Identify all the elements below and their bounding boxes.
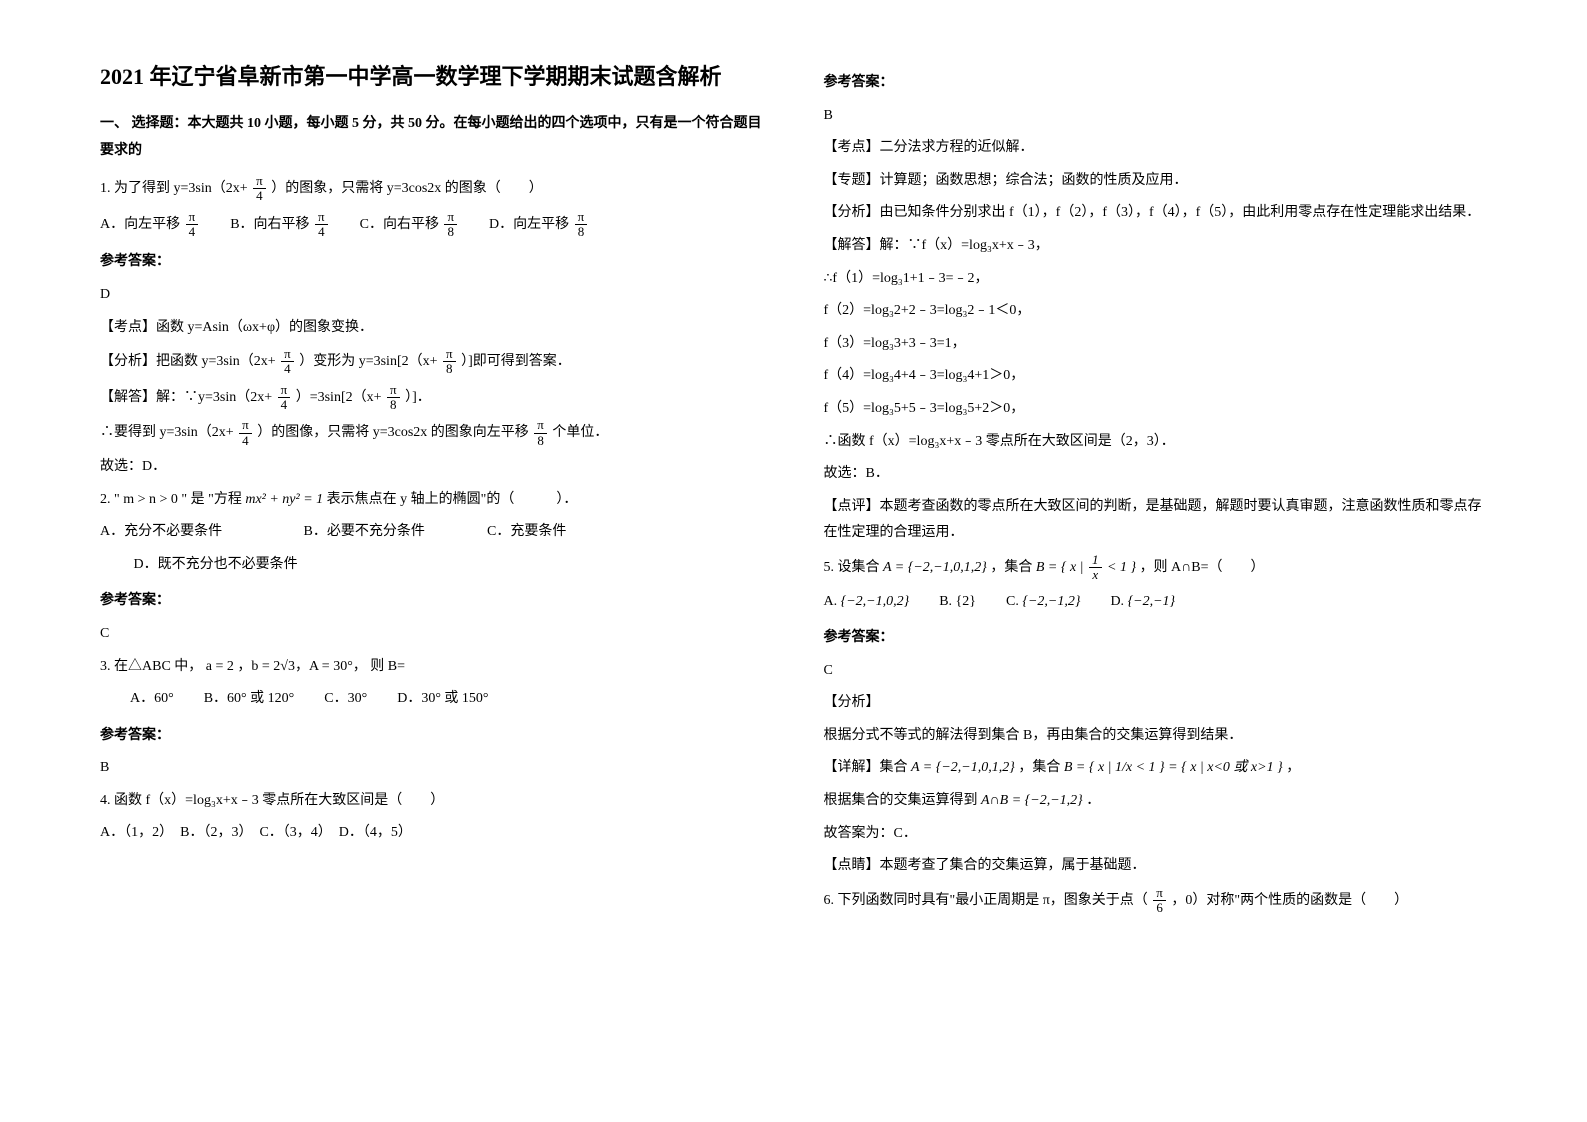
q2-ans: C — [100, 621, 764, 648]
q4-jd1: 【解答】解：∵f（x）=log₃x+x﹣3， — [824, 233, 1488, 260]
q5-xiangjie3: 故答案为：C． — [824, 821, 1488, 848]
q5-opt-d: D. {−2,−1} — [1110, 589, 1175, 616]
q4-jd3: f（2）=log₃2+2﹣3=log₃2﹣1＜0， — [824, 298, 1488, 325]
q3-opt-d: D．30° 或 150° — [397, 686, 488, 713]
q1-options: A．向左平移 π4 B．向右平移 π4 C．向右平移 π8 D．向左平移 π8 — [100, 210, 764, 240]
q6-stem: 6. 下列函数同时具有"最小正周期是 π，图象关于点（ π 6 ，0）对称"两个… — [824, 886, 1488, 916]
q3-ans-label: 参考答案： — [100, 723, 764, 750]
q4-jd6: f（5）=log₃5+5﹣3=log₃5+2＞0， — [824, 396, 1488, 423]
q5-options: A. {−2,−1,0,2} B. {2} C. {−2,−1,2} D. {−… — [824, 589, 1488, 616]
q4-fenxi: 【分析】由已知条件分别求出 f（1），f（2），f（3），f（4），f（5），由… — [824, 200, 1488, 227]
q1-stem-b: ）的图象，只需将 y=3cos2x 的图象（ ） — [271, 181, 543, 196]
q3-opt-a: A．60° — [130, 686, 174, 713]
q2-opt-c: C．充要条件 — [487, 524, 566, 539]
q5-ans-label: 参考答案： — [824, 625, 1488, 652]
q1-kaodian: 【考点】函数 y=Asin（ωx+φ）的图象变换． — [100, 315, 764, 342]
q3-options: A．60° B．60° 或 120° C．30° D．30° 或 150° — [100, 686, 764, 713]
frac-pi-4: π 4 — [253, 174, 266, 204]
q3-opt-b: B．60° 或 120° — [204, 686, 295, 713]
q4-stem: 4. 函数 f（x）=log₃x+x﹣3 零点所在大致区间是（ ） — [100, 788, 764, 815]
q1-jieda: 【解答】解：∵y=3sin（2x+ π4 ）=3sin[2（x+ π8 ）]． — [100, 383, 764, 413]
q2-stem: 2. " m > n > 0 " 是 "方程 mx² + ny² = 1 表示焦… — [100, 487, 764, 514]
q4-kaodian: 【考点】二分法求方程的近似解． — [824, 135, 1488, 162]
q3-ans: B — [100, 755, 764, 782]
q2-ans-label: 参考答案： — [100, 588, 764, 615]
q3-opt-c: C．30° — [324, 686, 367, 713]
q1-ans-label: 参考答案： — [100, 249, 764, 276]
q4-jd4: f（3）=log₃3+3﹣3=1， — [824, 331, 1488, 358]
q1-so: ∴要得到 y=3sin（2x+ π4 ）的图像，只需将 y=3cos2x 的图象… — [100, 418, 764, 448]
q4-ans-label: 参考答案： — [824, 70, 1488, 97]
q4-jd5: f（4）=log₃4+4﹣3=log₃4+1＞0， — [824, 363, 1488, 390]
q1-stem-a: 1. 为了得到 y=3sin（2x+ — [100, 181, 248, 196]
q1-stem: 1. 为了得到 y=3sin（2x+ π 4 ）的图象，只需将 y=3cos2x… — [100, 174, 764, 204]
q5-xiangjie1: 【详解】集合 A = {−2,−1,0,1,2} ，集合 B = { x | 1… — [824, 755, 1488, 782]
q4-jd8: 故选：B． — [824, 461, 1488, 488]
q4-zhuanti: 【专题】计算题；函数思想；综合法；函数的性质及应用． — [824, 168, 1488, 195]
q2-opt-d: D．既不充分也不必要条件 — [134, 557, 298, 572]
q1-opt-b: B．向右平移 π4 — [230, 210, 329, 240]
q4-ans: B — [824, 103, 1488, 130]
q2-row1: A．充分不必要条件 B．必要不充分条件 C．充要条件 — [100, 519, 764, 546]
section-1-heading: 一、 选择题：本大题共 10 小题，每小题 5 分，共 50 分。在每小题给出的… — [100, 111, 764, 164]
q5-fenxi-h: 【分析】 — [824, 690, 1488, 717]
q5-xiangjie2: 根据集合的交集运算得到 A∩B = {−2,−1,2} ． — [824, 788, 1488, 815]
left-column: 2021 年辽宁省阜新市第一中学高一数学理下学期期末试题含解析 一、 选择题：本… — [100, 60, 764, 921]
page-title: 2021 年辽宁省阜新市第一中学高一数学理下学期期末试题含解析 — [100, 60, 764, 93]
q5-stem: 5. 设集合 A = {−2,−1,0,1,2} ，集合 B = { x | 1… — [824, 553, 1488, 583]
q1-so-end: 故选：D． — [100, 454, 764, 481]
q5-ans: C — [824, 658, 1488, 685]
frac-pi-6: π 6 — [1153, 886, 1166, 916]
q5-opt-a: A. {−2,−1,0,2} — [824, 589, 910, 616]
right-column: 参考答案： B 【考点】二分法求方程的近似解． 【专题】计算题；函数思想；综合法… — [824, 60, 1488, 921]
q5-opt-b: B. {2} — [939, 589, 976, 616]
q3-stem: 3. 在△ABC 中， a = 2 ，b = 2√3，A = 30°， 则 B= — [100, 654, 764, 681]
q1-fenxi: 【分析】把函数 y=3sin（2x+ π4 ）变形为 y=3sin[2（x+ π… — [100, 347, 764, 377]
q2-opt-a: A．充分不必要条件 — [100, 519, 300, 546]
q5-fenxi: 根据分式不等式的解法得到集合 B，再由集合的交集运算得到结果． — [824, 723, 1488, 750]
q2-row2: D．既不充分也不必要条件 — [100, 552, 764, 579]
q4-dianping: 【点评】本题考查函数的零点所在大致区间的判断，是基础题，解题时要认真审题，注意函… — [824, 494, 1488, 547]
q4-jd7: ∴函数 f（x）=log₃x+x﹣3 零点所在大致区间是（2，3）． — [824, 429, 1488, 456]
q4-jd2: ∴f（1）=log₃1+1﹣3=﹣2， — [824, 266, 1488, 293]
q5-dianjing: 【点睛】本题考查了集合的交集运算，属于基础题． — [824, 853, 1488, 880]
q1-opt-c: C．向右平移 π8 — [360, 210, 459, 240]
q1-opt-d: D．向左平移 π8 — [489, 210, 589, 240]
q1-ans: D — [100, 282, 764, 309]
q5-opt-c: C. {−2,−1,2} — [1006, 589, 1080, 616]
q1-opt-a: A．向左平移 π4 — [100, 210, 200, 240]
q2-opt-b: B．必要不充分条件 — [304, 519, 484, 546]
q4-options: A．（1，2） B．（2，3） C．（3，4） D．（4，5） — [100, 820, 764, 847]
